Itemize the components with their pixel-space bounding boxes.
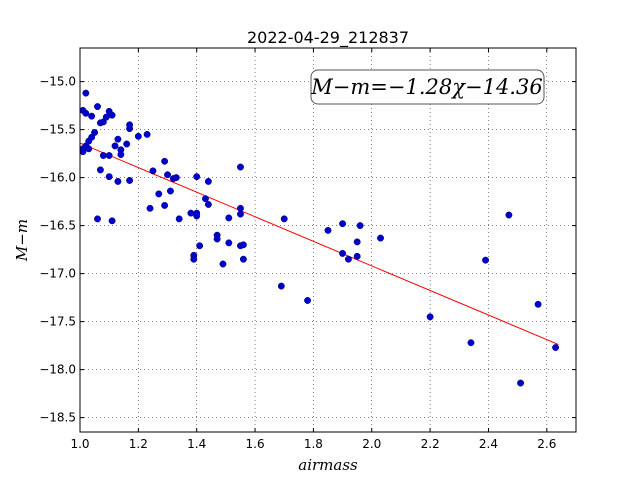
annotation-box [310,69,545,105]
data-point [280,215,288,223]
y-tick-label: −17.5 [39,315,76,329]
data-point [239,255,247,263]
x-tick-label: 1.2 [129,437,148,451]
data-point [213,235,221,243]
x-tick-label: 2.0 [362,437,381,451]
data-point [304,297,312,304]
y-tick-label: −18.5 [39,411,76,425]
data-point [123,140,131,148]
data-point [324,226,332,234]
data-point [164,171,171,179]
y-tick-label: −15.5 [39,123,76,137]
data-point [117,151,125,159]
data-point [82,109,90,117]
data-point [339,249,347,257]
data-point [426,313,434,321]
data-point [102,113,110,121]
data-point [114,135,122,143]
data-point [172,174,180,182]
data-point [155,190,163,198]
data-point [505,211,513,219]
data-point [196,242,204,250]
data-point [96,166,104,174]
data-point [114,177,122,185]
data-point [105,152,113,159]
data-point [339,220,347,228]
data-points [79,89,560,387]
y-axis-label: M−m [13,219,31,262]
data-point [161,201,169,209]
x-axis-ticks: 1.0 1.2 1.4 1.6 1.8 2.0 2.2 2.4 2.6 [70,48,556,451]
fit-annotation: M−m=−1.28χ−14.36 [310,69,545,105]
grid-lines [79,48,576,432]
data-point [126,121,134,129]
x-tick-label: 2.4 [479,437,498,451]
data-point [225,239,233,247]
data-point [134,132,142,140]
data-point [91,129,99,136]
x-tick-label: 1.8 [304,437,323,451]
data-point [344,255,352,263]
data-point [126,177,134,184]
data-point [94,103,101,111]
x-tick-label: 1.0 [70,437,89,451]
x-axis-label: airmass [298,456,358,474]
data-point [237,210,244,218]
data-point [99,152,107,159]
data-point [552,344,560,351]
data-point [146,204,154,212]
data-point [482,256,490,264]
data-point [353,252,361,260]
data-point [143,130,151,138]
data-point [94,215,101,223]
data-point [353,238,361,246]
x-tick-label: 2.2 [421,437,440,451]
data-point [356,222,364,230]
data-point [193,173,201,181]
fit-equation: M−m=−1.28χ−14.36 [310,75,542,99]
data-point [79,148,87,156]
y-tick-label: −18.0 [39,363,76,377]
data-point [187,209,195,217]
y-tick-label: −16.5 [39,219,76,233]
y-tick-label: −17.0 [39,267,76,281]
data-point [190,255,198,263]
y-axis-ticks: −15.0 −15.5 −16.0 −16.5 −17.0 −17.5 −18.0 −18.5 [39,75,576,425]
chart-title: 2022-04-29_212837 [247,28,409,48]
data-point [237,204,244,212]
x-tick-label: 2.6 [537,437,556,451]
x-tick-label: 1.6 [246,437,265,451]
data-point [204,201,212,208]
data-point [88,112,96,120]
data-point [517,379,525,387]
data-point [105,173,113,181]
data-point [219,260,227,268]
data-point [108,217,116,225]
data-point [202,195,209,203]
data-point [193,209,201,217]
x-tick-label: 1.4 [187,437,206,451]
data-point [204,177,212,185]
data-point [108,111,116,119]
data-point [237,163,244,171]
data-point [467,339,475,347]
data-point [534,300,542,308]
data-point [239,241,247,249]
data-point [166,187,174,195]
data-point [111,142,119,150]
data-point [82,89,90,97]
data-point [175,215,183,223]
y-tick-label: −15.0 [39,75,76,89]
plot-frame [79,47,577,433]
data-point [149,167,157,175]
data-point [377,234,384,242]
y-tick-label: −16.0 [39,171,76,185]
data-point [225,214,233,222]
data-point [277,282,285,290]
data-point [85,145,93,153]
data-point [161,157,169,165]
fit-line [79,142,559,346]
